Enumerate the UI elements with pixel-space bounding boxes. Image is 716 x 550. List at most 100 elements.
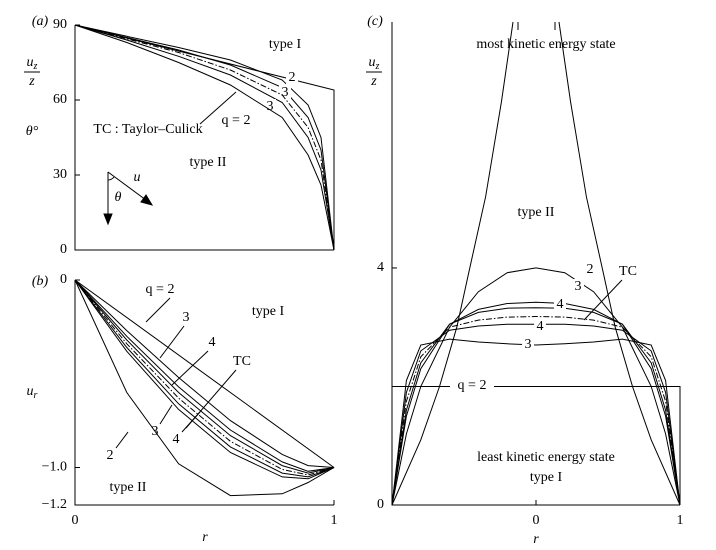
curve-label: 3 [267, 99, 274, 114]
label-background [618, 264, 638, 280]
curve-label: 4 [557, 297, 564, 312]
label-background [572, 279, 584, 295]
subscript: z [375, 61, 380, 72]
y-tick-label: 0 [60, 242, 67, 257]
curve-label: 4 [537, 319, 544, 334]
curve [74, 24, 335, 251]
curve-label: 3 [183, 310, 190, 325]
curve [391, 307, 681, 506]
angle-arc [107, 176, 115, 181]
curve-label: 4 [173, 432, 180, 447]
y-axis-label-denominator: z [370, 74, 377, 89]
curve-label: q = 2 [458, 378, 487, 393]
curve-label: 3 [525, 337, 532, 352]
label-background [180, 310, 192, 326]
x-tick-label: 0 [533, 513, 540, 528]
x-tick-label: 1 [677, 513, 684, 528]
curve-label: 2 [587, 262, 594, 277]
curve [391, 386, 681, 505]
base: u [27, 384, 34, 399]
curve [74, 279, 335, 472]
label-background [584, 262, 596, 278]
annotation: type I [269, 37, 302, 52]
y-axis-label-denominator: z [28, 74, 35, 89]
curve-label: 2 [107, 448, 114, 463]
annotation: type I [252, 304, 285, 319]
x-axis-label: r [533, 532, 539, 547]
curve [74, 24, 335, 250]
curve [391, 21, 681, 506]
annotation: type II [518, 205, 555, 220]
y-tick-label: 4 [377, 260, 384, 275]
label-background [138, 282, 182, 298]
y-tick-label: 0 [377, 497, 384, 512]
curve [74, 24, 335, 251]
y-tick-label: 90 [53, 17, 67, 32]
curve [74, 279, 335, 497]
curve [74, 279, 335, 468]
label-background [450, 378, 494, 394]
leader-line [159, 325, 185, 359]
subscript: r [34, 390, 38, 401]
curve-label: 3 [575, 279, 582, 294]
annotation: type II [190, 155, 227, 170]
annotation: most kinetic energy state [476, 37, 615, 52]
curve [391, 315, 681, 506]
y-axis-label-numerator: uz [27, 55, 38, 72]
curve-label: 3 [282, 85, 289, 100]
y-tick-label: 30 [53, 167, 67, 182]
x-tick-label: 0 [72, 513, 79, 528]
label-background [170, 432, 182, 448]
velocity-arrow [107, 171, 151, 204]
y-axis-label: θ° [26, 124, 39, 139]
curve [74, 279, 335, 476]
leader-line [583, 279, 623, 321]
panel-label: (a) [32, 14, 49, 29]
curve [391, 301, 681, 506]
label-background [206, 335, 218, 351]
panel-label: (c) [367, 14, 383, 29]
label-background [264, 99, 276, 115]
y-axis-label-numerator: uz [369, 55, 380, 72]
curve-label: 2 [289, 70, 296, 85]
leader-line [181, 411, 201, 433]
numerator: u [27, 55, 34, 70]
curve-label: TC [233, 354, 251, 369]
annotation: type I [530, 470, 563, 485]
curve-label: TC [619, 264, 637, 279]
subscript: z [33, 61, 38, 72]
x-tick-label: 1 [331, 513, 338, 528]
annotation: θ [115, 190, 122, 205]
arrow-head [140, 194, 154, 206]
leader-line [145, 297, 171, 323]
arrow-head [103, 213, 113, 226]
leader-line [115, 431, 129, 449]
y-tick-label: −1.2 [42, 497, 67, 512]
label-background [522, 337, 534, 353]
label-background [279, 85, 291, 101]
leader-line [171, 350, 209, 386]
curve [74, 279, 335, 478]
curve [74, 24, 335, 251]
curve-label: q = 2 [222, 113, 251, 128]
curve [74, 24, 335, 251]
annotation: u [134, 170, 141, 185]
y-tick-label: 60 [53, 92, 67, 107]
curve [391, 267, 681, 506]
y-tick-label: −1.0 [42, 460, 67, 475]
curve [74, 279, 335, 480]
label-background [232, 354, 252, 370]
curve [74, 24, 335, 251]
inset-arrows [103, 171, 154, 226]
annotation: least kinetic energy state [477, 450, 615, 465]
y-axis-label: ur [27, 384, 38, 401]
label-background [104, 448, 116, 464]
axis [74, 280, 334, 506]
label-background [554, 297, 566, 313]
axis [74, 25, 334, 251]
curve [74, 279, 335, 468]
y-tick-label: 0 [60, 272, 67, 287]
x-axis-label: r [202, 530, 208, 545]
